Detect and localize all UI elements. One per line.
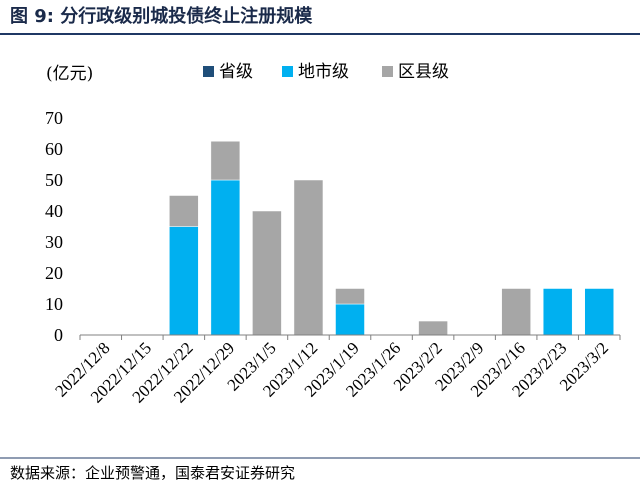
y-tick-label-2: 20	[45, 263, 63, 283]
legend-label-0: 省级	[219, 62, 253, 82]
y-tick-label-5: 50	[45, 170, 63, 190]
bar-3-1	[210, 179, 241, 336]
source-note: 数据来源：企业预警通，国泰君安证券研究	[10, 464, 295, 482]
bar-10-2	[501, 288, 531, 336]
figure-title: 图 9: 分行政级别城投债终止注册规模	[10, 5, 313, 27]
legend: 省级 地市级 区县级	[203, 62, 449, 82]
y-axis: 0 10 20 30 40 50 60 70	[45, 108, 63, 345]
bar-6-1	[335, 303, 365, 336]
bar-5-2	[293, 179, 324, 336]
legend-label-1: 地市级	[298, 62, 349, 82]
legend-swatch-1	[282, 66, 293, 77]
bar-2-2	[169, 195, 199, 227]
y-tick-label-3: 30	[45, 232, 63, 252]
legend-swatch-2	[382, 66, 393, 77]
bar-12-1	[584, 288, 614, 336]
legend-swatch-0	[203, 66, 214, 77]
y-tick-label-4: 40	[45, 201, 63, 221]
bar-8-2	[418, 320, 448, 336]
legend-label-2: 区县级	[398, 62, 449, 82]
bar-6-2	[335, 288, 365, 305]
bar-4-2	[252, 210, 282, 336]
bars	[169, 141, 614, 336]
bar-11-1	[542, 288, 573, 336]
y-tick-label-0: 0	[54, 325, 63, 345]
y-tick-label-6: 60	[45, 139, 63, 159]
x-axis: 2022/12/82022/12/152022/12/222022/12/292…	[51, 334, 621, 407]
y-axis-unit: (亿元)	[46, 64, 93, 84]
bar-2-1	[169, 226, 199, 336]
y-tick-label-7: 70	[45, 108, 63, 128]
y-tick-label-1: 10	[45, 294, 63, 314]
bar-3-2	[210, 141, 241, 181]
